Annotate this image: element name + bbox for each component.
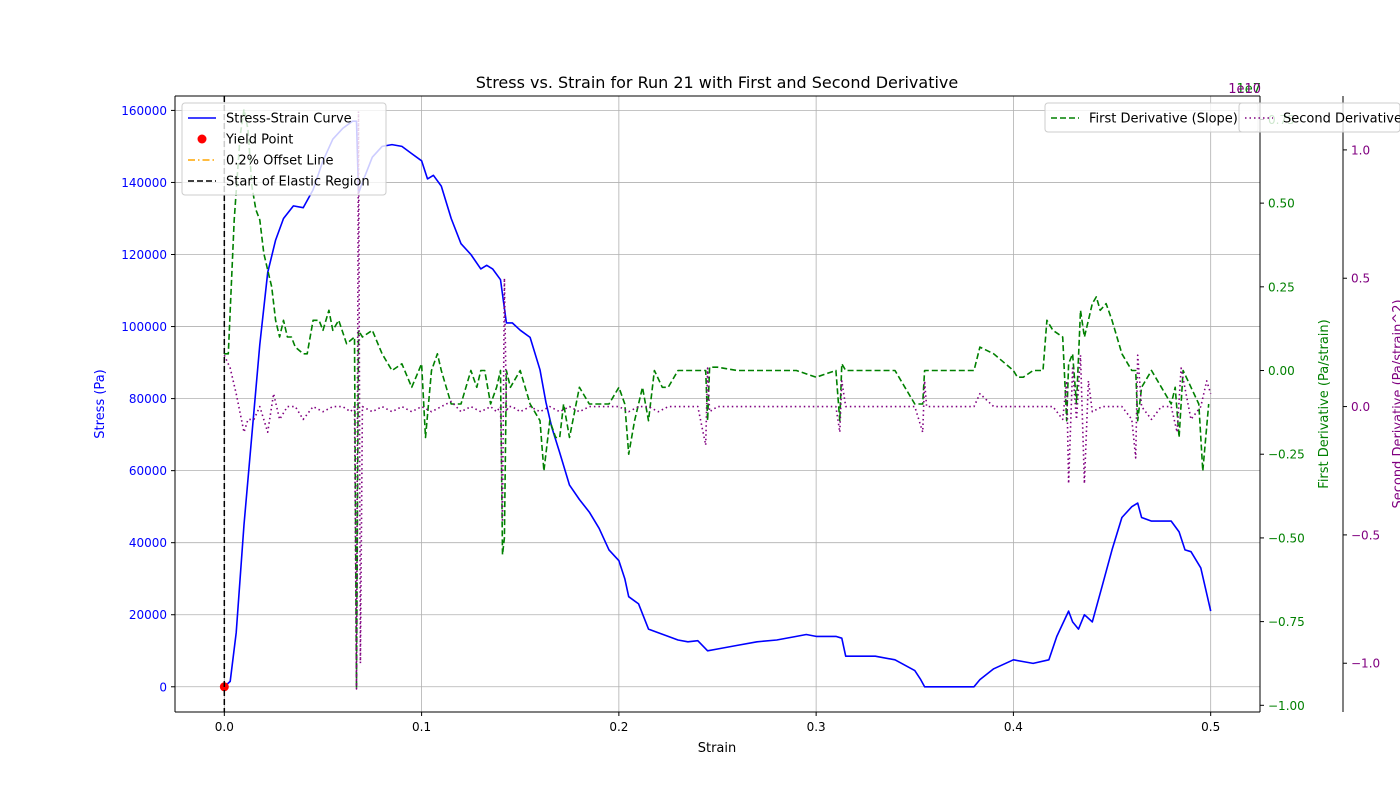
right2-axis-label: Second Derivative (Pa/strain^2) xyxy=(1391,299,1400,508)
x-tick-label: 0.4 xyxy=(1004,720,1023,734)
x-axis-label: Strain xyxy=(698,741,737,756)
right2-tick-label: −0.5 xyxy=(1351,528,1380,542)
legend-label: Start of Elastic Region xyxy=(226,175,370,190)
left-tick-label: 60000 xyxy=(129,464,167,478)
left-tick-label: 0 xyxy=(159,680,167,694)
right1-tick-label: −1.00 xyxy=(1268,699,1305,713)
left-tick-label: 100000 xyxy=(121,320,167,334)
right1-tick-label: 0.25 xyxy=(1268,280,1295,294)
legend-label: Stress-Strain Curve xyxy=(226,112,352,127)
legend-swatch-marker xyxy=(197,134,207,144)
legend-first-derivative: First Derivative (Slope) xyxy=(1044,102,1259,133)
right1-tick-label: −0.25 xyxy=(1268,448,1305,462)
left-tick-label: 160000 xyxy=(121,104,167,118)
x-tick-label: 0.0 xyxy=(215,720,234,734)
legend-second-derivative-frame xyxy=(1238,102,1400,133)
right1-tick-label: −0.50 xyxy=(1268,531,1305,545)
right2-tick-label: 0.5 xyxy=(1351,272,1370,286)
right2-offset-text: 1e10 xyxy=(1228,82,1261,97)
legend-label: 0.2% Offset Line xyxy=(226,154,333,169)
right1-tick-label: 0.00 xyxy=(1268,364,1295,378)
legend-label: Second Derivative xyxy=(1283,112,1400,127)
right2-tick-label: −1.0 xyxy=(1351,657,1380,671)
legend-layer: Stress-Strain Curve Yield Point 0.2% Offse… xyxy=(181,102,1400,196)
right1-axis-label: First Derivative (Pa/strain) xyxy=(1317,319,1332,488)
right1-tick-label: −0.75 xyxy=(1268,615,1305,629)
right1-offset-text: 1e7 xyxy=(1236,82,1261,97)
left-tick-label: 120000 xyxy=(121,248,167,262)
x-tick-label: 0.3 xyxy=(807,720,826,734)
x-tick-label: 0.5 xyxy=(1201,720,1220,734)
axes-layer xyxy=(174,95,1344,713)
first-derivative-slope-series-line xyxy=(224,108,1210,690)
left-tick-label: 140000 xyxy=(121,176,167,190)
right2-tick-label: 1.0 xyxy=(1351,143,1370,157)
chart-title: Stress vs. Strain for Run 21 with First … xyxy=(476,73,958,92)
right2-tick-label: 0.0 xyxy=(1351,400,1370,414)
left-tick-label: 80000 xyxy=(129,392,167,406)
left-axis-label: Stress (Pa) xyxy=(93,369,108,438)
legend-left-frame xyxy=(181,102,387,196)
right1-tick-label: 0.50 xyxy=(1268,197,1295,211)
legend-label: First Derivative (Slope) xyxy=(1089,112,1238,127)
left-tick-label: 20000 xyxy=(129,608,167,622)
x-tick-label: 0.2 xyxy=(609,720,628,734)
legend-label: Yield Point xyxy=(225,133,293,148)
left-tick-label: 40000 xyxy=(129,536,167,550)
legend-left: Stress-Strain Curve Yield Point 0.2% Offse… xyxy=(181,102,387,196)
legend-second-derivative: Second Derivative xyxy=(1238,102,1400,133)
x-tick-label: 0.1 xyxy=(412,720,431,734)
